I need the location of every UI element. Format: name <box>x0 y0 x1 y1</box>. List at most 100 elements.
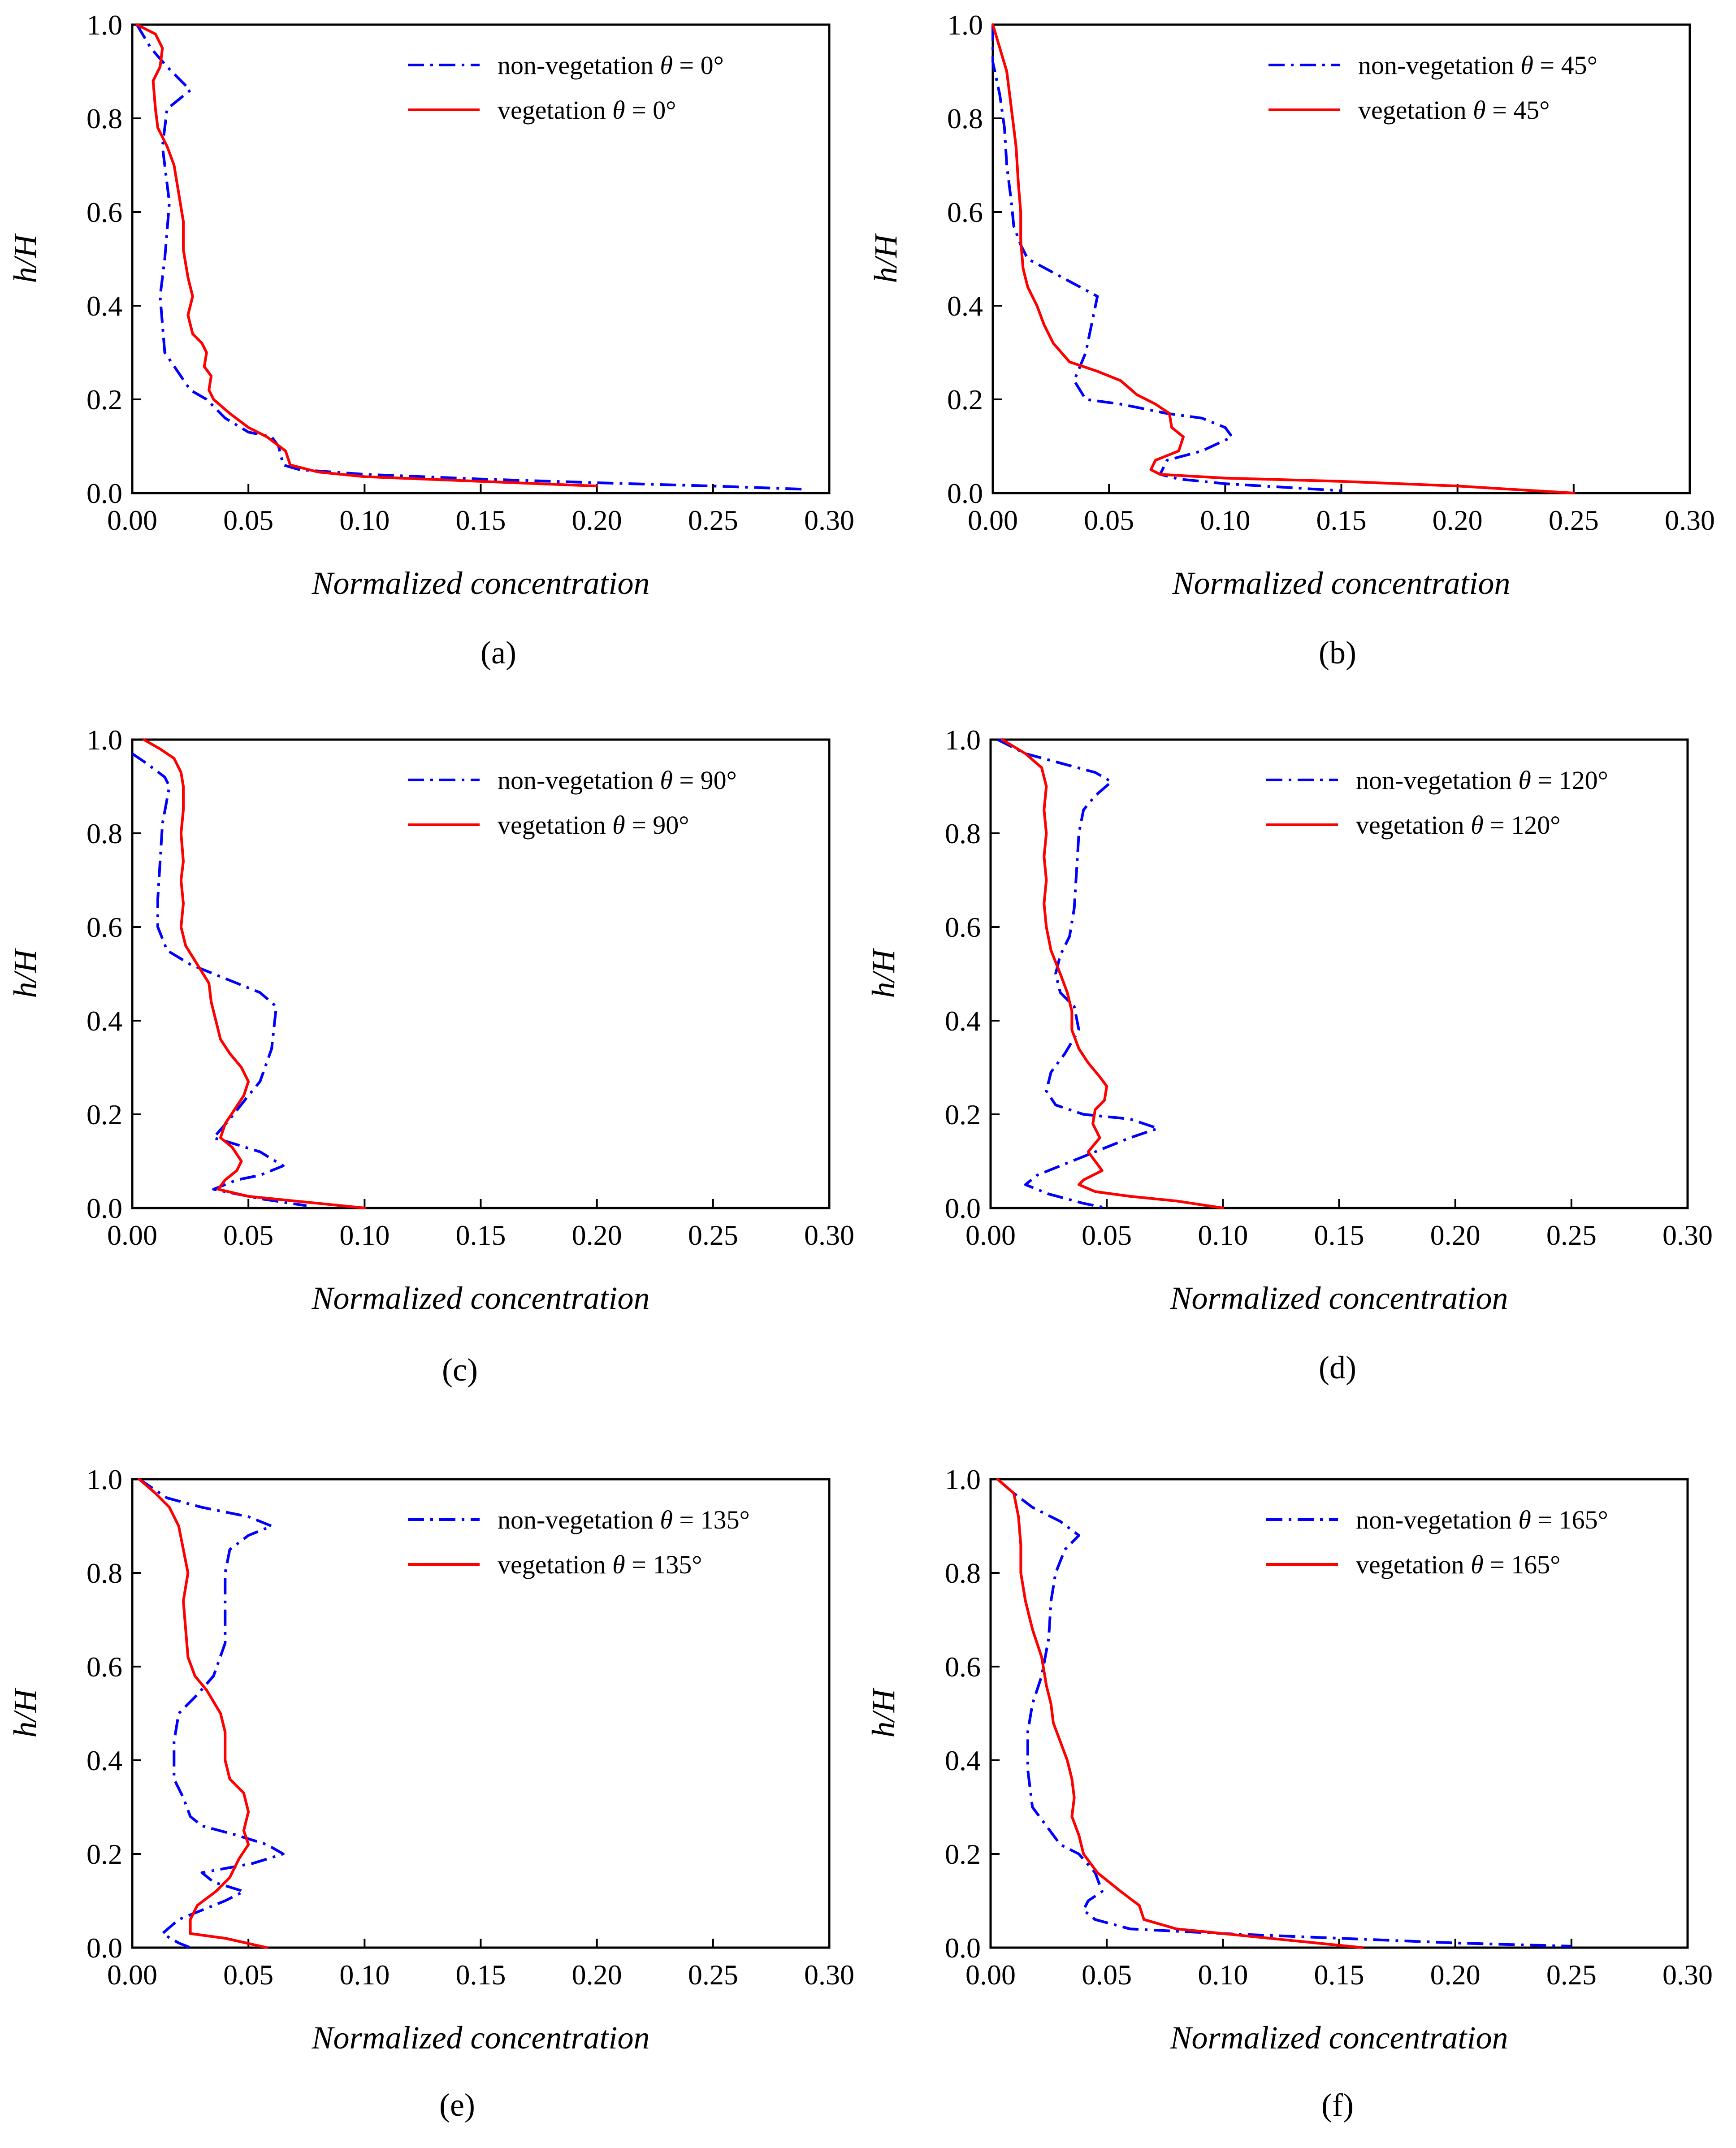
y-axis-label: h/H <box>866 948 901 998</box>
x-tick-label: 0.05 <box>223 1959 273 1991</box>
x-tick-label: 0.10 <box>1198 1219 1248 1251</box>
panel-a: 0.00 0.05 0.10 0.15 0.20 0.25 0.30 0.0 0.2 0.4 0.6… <box>7 9 854 671</box>
panel-caption: (e) <box>439 2087 475 2123</box>
x-tick-label: 0.05 <box>223 1219 273 1251</box>
x-tick-label: 0.15 <box>1316 504 1367 536</box>
x-tick-label: 0.10 <box>339 1219 390 1251</box>
x-tick-label: 0.20 <box>1430 1959 1481 1991</box>
series-line-non-vegetation <box>996 1478 1571 1948</box>
y-tick-label: 0.4 <box>947 290 983 322</box>
panel-d: 0.00 0.05 0.10 0.15 0.20 0.25 0.30 0.0 0.2 0.4 0.6… <box>866 724 1713 1386</box>
x-tick-label: 0.25 <box>688 1219 738 1251</box>
panel-c: 0.00 0.05 0.10 0.15 0.20 0.25 0.30 0.0 0.2 0.4 0.6… <box>7 724 854 1388</box>
x-axis-label: Normalized concentration <box>312 1280 650 1316</box>
y-tick-label: 0.0 <box>947 477 983 509</box>
x-tick-label: 0.20 <box>1430 1219 1481 1251</box>
legend-label-vegetation: vegetation θ = 0° <box>498 95 676 125</box>
x-tick-label: 0.00 <box>965 1219 1016 1251</box>
y-tick-label: 0.2 <box>945 1838 981 1870</box>
legend-label-vegetation: vegetation θ = 165° <box>1356 1550 1560 1579</box>
series-line-vegetation <box>138 1478 268 1949</box>
y-tick-label: 0.4 <box>945 1745 981 1776</box>
y-tick-label: 1.0 <box>87 724 122 756</box>
x-axis-label: Normalized concentration <box>312 2020 650 2056</box>
panel-e: 0.00 0.05 0.10 0.15 0.20 0.25 0.30 0.0 0.2 0.4 0.6… <box>7 1464 854 2123</box>
y-tick-label: 1.0 <box>87 1464 122 1495</box>
y-tick-label: 0.2 <box>87 384 122 416</box>
x-tick-label: 0.00 <box>107 1959 157 1991</box>
legend-label-non-vegetation: non-vegetation θ = 90° <box>498 766 737 795</box>
y-tick-label: 0.0 <box>87 477 122 509</box>
y-tick-label: 0.6 <box>87 1651 122 1683</box>
x-tick-label: 0.05 <box>1084 504 1134 536</box>
series-line-vegetation <box>996 1478 1364 1949</box>
x-tick-label: 0.05 <box>1082 1219 1132 1251</box>
y-tick-label: 0.8 <box>945 1557 981 1589</box>
legend-label-non-vegetation: non-vegetation θ = 45° <box>1358 51 1597 80</box>
y-tick-label: 0.0 <box>87 1932 122 1964</box>
legend-label-vegetation: vegetation θ = 90° <box>498 810 689 840</box>
x-tick-label: 0.05 <box>223 504 273 536</box>
y-axis-label: h/H <box>868 233 904 283</box>
x-tick-label: 0.30 <box>1662 1219 1713 1251</box>
series-line-non-vegetation <box>991 25 1342 492</box>
panel-b: 0.00 0.05 0.10 0.15 0.20 0.25 0.30 0.0 0.2 0.4 0.6… <box>868 9 1715 671</box>
x-tick-label: 0.20 <box>572 504 622 536</box>
y-tick-label: 0.4 <box>87 1005 122 1037</box>
x-tick-label: 0.30 <box>804 1219 854 1251</box>
series-line-non-vegetation <box>138 1478 285 1949</box>
y-axis-label: h/H <box>7 233 43 283</box>
series-line-non-vegetation <box>131 752 307 1207</box>
x-axis-label: Normalized concentration <box>312 565 650 601</box>
x-tick-label: 0.30 <box>1665 504 1715 536</box>
y-tick-label: 0.4 <box>87 290 122 322</box>
y-tick-label: 1.0 <box>87 9 122 41</box>
panel-caption: (a) <box>481 635 516 671</box>
x-axis-label: Normalized concentration <box>1170 1280 1508 1316</box>
series-line-vegetation <box>135 23 598 488</box>
y-tick-label: 0.6 <box>87 911 122 943</box>
y-tick-label: 0.8 <box>87 818 122 849</box>
legend-label-non-vegetation: non-vegetation θ = 165° <box>1356 1505 1608 1534</box>
x-tick-label: 0.20 <box>572 1219 622 1251</box>
y-tick-label: 0.8 <box>945 818 981 849</box>
x-tick-label: 0.25 <box>1546 1959 1597 1991</box>
series-line-vegetation <box>991 23 1575 494</box>
y-tick-label: 0.0 <box>87 1192 122 1224</box>
legend-label-non-vegetation: non-vegetation θ = 135° <box>498 1505 750 1534</box>
series-line-non-vegetation <box>135 24 806 491</box>
y-tick-label: 0.4 <box>87 1745 122 1776</box>
y-tick-label: 1.0 <box>945 724 981 756</box>
legend-label-non-vegetation: non-vegetation θ = 0° <box>498 51 724 80</box>
y-tick-label: 0.0 <box>945 1192 981 1224</box>
x-tick-label: 0.20 <box>572 1959 622 1991</box>
y-tick-label: 0.8 <box>947 103 983 134</box>
x-tick-label: 0.05 <box>1082 1959 1132 1991</box>
y-axis-label: h/H <box>7 1687 43 1737</box>
y-tick-label: 0.6 <box>947 196 983 228</box>
x-axis-label: Normalized concentration <box>1172 565 1511 601</box>
x-tick-label: 0.30 <box>804 504 854 536</box>
legend-label-non-vegetation: non-vegetation θ = 120° <box>1356 766 1608 795</box>
x-tick-label: 0.25 <box>1546 1219 1597 1251</box>
x-tick-label: 0.15 <box>456 1959 506 1991</box>
x-tick-label: 0.00 <box>107 1219 157 1251</box>
panel-caption: (d) <box>1319 1350 1356 1386</box>
panel-caption: (f) <box>1321 2087 1354 2123</box>
x-tick-label: 0.00 <box>968 504 1018 536</box>
y-tick-label: 0.2 <box>87 1099 122 1130</box>
y-tick-label: 1.0 <box>945 1464 981 1495</box>
x-tick-label: 0.00 <box>107 504 157 536</box>
y-tick-label: 0.6 <box>945 1651 981 1683</box>
y-tick-label: 0.2 <box>947 384 983 416</box>
y-tick-label: 0.8 <box>87 103 122 134</box>
x-tick-label: 0.15 <box>456 504 506 536</box>
x-axis-label: Normalized concentration <box>1170 2020 1508 2056</box>
legend-label-vegetation: vegetation θ = 45° <box>1358 95 1550 125</box>
x-tick-label: 0.10 <box>1198 1959 1248 1991</box>
x-tick-label: 0.30 <box>1662 1959 1713 1991</box>
y-axis-label: h/H <box>866 1687 901 1737</box>
x-tick-label: 0.10 <box>1200 504 1250 536</box>
